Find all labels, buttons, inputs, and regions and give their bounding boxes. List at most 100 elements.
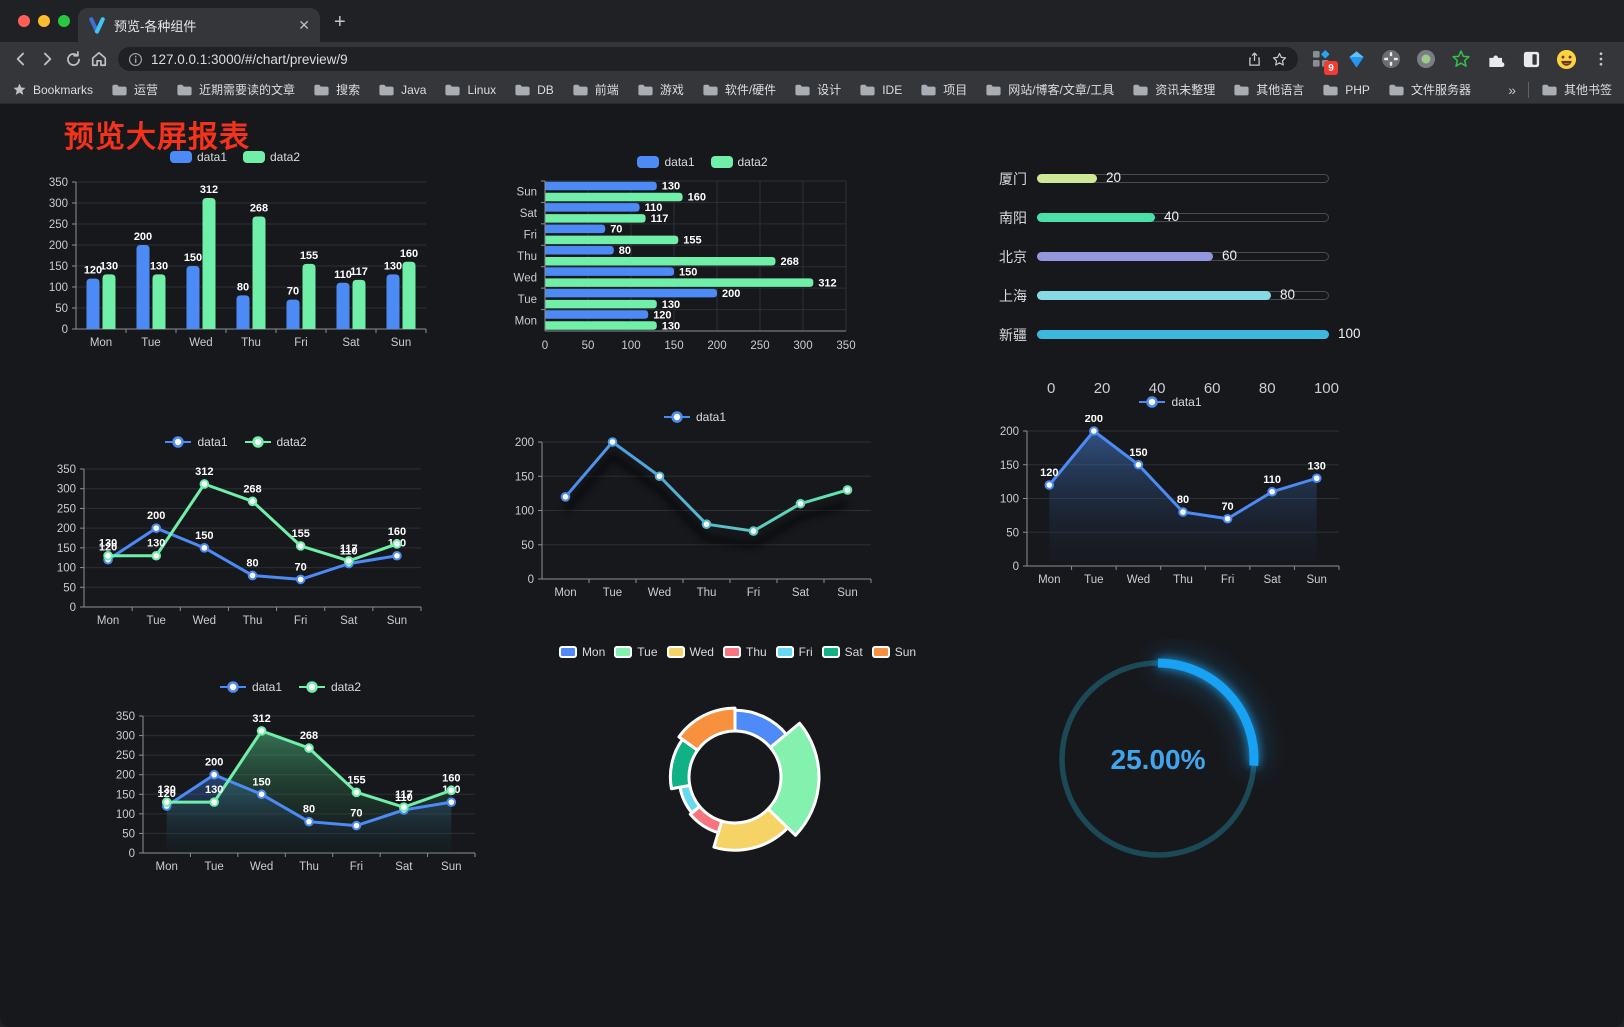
progress-fill: [1037, 291, 1271, 300]
chart-horizontal-bar[interactable]: data1 data2 0 50 100 150 200 250 300 350 Sun 130 160…: [505, 149, 900, 389]
address-bar[interactable]: 127.0.0.1:3000/#/chart/preview/9: [118, 47, 1298, 71]
bar: [136, 245, 150, 329]
chart-line-gradient[interactable]: data1 0 50 100 150 200 Mon Tue Wed Thu Fri Sat Sun: [502, 404, 887, 624]
other-bookmarks-label: 其他书签: [1563, 83, 1612, 97]
bar-vertical-canvas[interactable]: 0 50 100 150 200 250 300 350 Mon Tue Wed Thu Fri Sat S…: [30, 170, 440, 375]
chart-area-two-series[interactable]: data1 data2 0 50 100 150 200 250 300 350 Mon Tue Wed…: [95, 674, 485, 904]
rose-pie-canvas[interactable]: [545, 665, 930, 965]
chart-line-two-series[interactable]: data1 data2 0 50 100 150 200 250 300 350 Mon Tue Wed…: [38, 429, 433, 654]
extension-grid-icon[interactable]: 9: [1310, 48, 1338, 75]
chart-rose-pie[interactable]: Mon Tue Wed Thu Fri Sat Sun: [545, 639, 930, 974]
legend-item[interactable]: data2: [710, 155, 768, 169]
gauge-canvas[interactable]: 25.00%: [1040, 639, 1285, 974]
bookmark-folder[interactable]: 文件服务器: [1388, 81, 1471, 98]
extension-record-icon[interactable]: [1415, 48, 1437, 70]
extension-star-icon[interactable]: [1450, 48, 1472, 70]
legend-item[interactable]: Wed: [666, 645, 714, 659]
folder-icon: [638, 84, 653, 95]
new-tab-button[interactable]: +: [334, 11, 346, 33]
chart-line-area[interactable]: data1 0 50 100 150 200 Mon Tue Wed Thu Fri Sat Sun 12…: [985, 389, 1355, 609]
tab-close-icon[interactable]: ✕: [298, 17, 310, 33]
bookmark-folder[interactable]: 软件/硬件: [702, 81, 776, 98]
marker: [304, 816, 314, 827]
bookmark-folder[interactable]: 前端: [572, 81, 619, 98]
svg-text:Mon: Mon: [90, 337, 112, 349]
bookmark-folder[interactable]: 资讯未整理: [1132, 81, 1215, 98]
svg-text:Fri: Fri: [747, 587, 760, 599]
chart-legend: data1: [663, 404, 726, 430]
legend-item[interactable]: data2: [244, 435, 307, 449]
share-icon[interactable]: [1246, 51, 1263, 68]
area-two-canvas[interactable]: 0 50 100 150 200 250 300 350 Mon Tue Wed Thu Fri Sat S…: [95, 700, 485, 893]
bookmark-folder[interactable]: Linux: [444, 83, 496, 97]
bookmark-folder[interactable]: 项目: [920, 81, 967, 98]
bookmark-folder[interactable]: PHP: [1322, 83, 1370, 97]
line-two-canvas[interactable]: 0 50 100 150 200 250 300 350 Mon Tue Wed Thu Fri Sat S…: [38, 455, 433, 649]
bookmarks-overflow-chevron[interactable]: »: [1508, 81, 1516, 98]
svg-text:100: 100: [1000, 494, 1019, 506]
bar: [186, 266, 200, 329]
pie-sector: [766, 721, 821, 837]
marker: [748, 526, 759, 536]
other-bookmarks-folder[interactable]: 其他书签: [1541, 81, 1612, 98]
extension-gem-icon[interactable]: [1345, 48, 1367, 70]
legend-item[interactable]: Tue: [614, 645, 658, 659]
legend-item[interactable]: data1: [219, 680, 282, 694]
bookmark-folder[interactable]: Java: [378, 83, 426, 97]
line-gradient-canvas[interactable]: 0 50 100 150 200 Mon Tue Wed Thu Fri Sat Sun: [502, 430, 887, 619]
zoom-window-button[interactable]: [58, 15, 70, 27]
legend-item[interactable]: Sat: [821, 645, 863, 659]
bookmark-folder[interactable]: 设计: [794, 81, 841, 98]
bookmark-star-icon[interactable]: [1271, 51, 1288, 68]
close-window-button[interactable]: [18, 15, 30, 27]
legend-item[interactable]: data1: [164, 435, 228, 449]
extension-emoji-icon[interactable]: [1555, 48, 1577, 70]
forward-button[interactable]: [34, 46, 60, 72]
chart-grouped-bar[interactable]: data1 data2 0 50 100 150 200 250 300 350 Mon Tue Wed…: [30, 144, 440, 384]
minimize-window-button[interactable]: [38, 15, 50, 27]
back-button[interactable]: [8, 46, 34, 72]
home-button[interactable]: [86, 46, 112, 72]
bookmark-folder[interactable]: 其他语言: [1233, 81, 1304, 98]
bookmark-folder[interactable]: DB: [514, 83, 554, 97]
legend-item[interactable]: data1: [663, 410, 726, 424]
marker: [199, 479, 210, 489]
extension-sidebar-icon[interactable]: [1520, 48, 1542, 70]
line-area-canvas[interactable]: 0 50 100 150 200 Mon Tue Wed Thu Fri Sat Sun 120 200 1…: [985, 415, 1355, 604]
chart-gauge[interactable]: 25.00%: [1040, 639, 1285, 974]
progress-label: 新疆: [999, 326, 1027, 343]
bookmark-folder[interactable]: 网站/博客/文章/工具: [985, 81, 1114, 98]
bookmark-folder[interactable]: IDE: [859, 83, 902, 97]
url-text[interactable]: 127.0.0.1:3000/#/chart/preview/9: [151, 51, 348, 67]
legend-item[interactable]: Fri: [775, 645, 813, 659]
legend-item[interactable]: Sun: [871, 645, 916, 659]
legend-item[interactable]: data1: [1138, 395, 1202, 409]
marker: [446, 785, 457, 796]
extension-wheel-icon[interactable]: [1380, 48, 1402, 70]
bar: [402, 261, 416, 329]
svg-text:Sun: Sun: [517, 187, 537, 199]
browser-tab[interactable]: 预览-各种组件 ✕: [78, 8, 320, 42]
bookmarks-manager-item[interactable]: Bookmarks: [12, 82, 93, 97]
bookmark-folder[interactable]: 近期需要读的文章: [176, 81, 295, 98]
legend-marker-icon: [165, 436, 192, 448]
bookmark-folder[interactable]: 运营: [111, 81, 158, 98]
extension-puzzle-icon[interactable]: [1485, 48, 1507, 70]
legend-item[interactable]: Mon: [558, 645, 605, 659]
legend-item[interactable]: data1: [169, 150, 227, 164]
legend-item[interactable]: data1: [637, 155, 695, 169]
legend-item[interactable]: data2: [298, 680, 361, 694]
chart-legend: Mon Tue Wed Thu Fri Sat Sun: [558, 639, 916, 665]
reload-button[interactable]: [60, 46, 86, 72]
progress-row: 北京 60: [985, 237, 1350, 276]
bookmark-folder[interactable]: 搜索: [313, 81, 360, 98]
site-info-icon[interactable]: [128, 52, 143, 67]
chart-city-progress[interactable]: 厦门 20 南阳 40 北京 60 上海 80 新疆 100 0 20 40 60 80 100: [985, 159, 1361, 404]
marker: [199, 543, 210, 553]
svg-text:Mon: Mon: [515, 315, 537, 327]
legend-item[interactable]: Thu: [722, 645, 767, 659]
legend-item[interactable]: data2: [243, 150, 300, 164]
bookmark-folder[interactable]: 游戏: [637, 81, 684, 98]
browser-menu-button[interactable]: [1590, 48, 1612, 70]
